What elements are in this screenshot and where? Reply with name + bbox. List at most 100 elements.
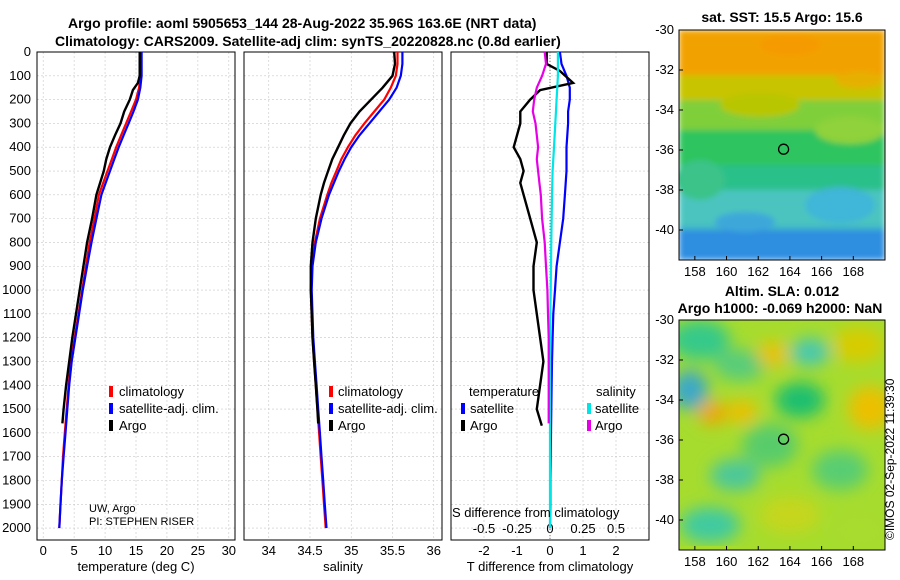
pressure-tick-label: 900	[9, 258, 31, 273]
pressure-tick-label: 1200	[2, 330, 31, 345]
svg-text:Argo: Argo	[595, 418, 622, 433]
temperature-satellite-adj-line	[58, 52, 143, 529]
map-lat-tick-label: -36	[655, 142, 674, 157]
map-lat-tick-label: -38	[655, 182, 674, 197]
svg-text:Argo: Argo	[338, 418, 365, 433]
map-lat-tick-label: -40	[655, 222, 674, 237]
map-lat-tick-label: -38	[655, 472, 674, 487]
pressure-tick-label: 1500	[2, 401, 31, 416]
diff-t-tick-label: 2	[612, 543, 619, 558]
svg-text:Argo: Argo	[470, 418, 497, 433]
map-lat-tick-label: -30	[655, 22, 674, 37]
salinity-legend: climatology satellite-adj. clim. Argo	[329, 384, 438, 433]
svg-text:climatology: climatology	[338, 384, 404, 399]
map-lat-tick-label: -34	[655, 392, 674, 407]
svg-text:satellite: satellite	[470, 401, 514, 416]
title-line-2: Climatology: CARS2009. Satellite-adj cli…	[55, 33, 561, 49]
salinity-tick-label: 35.5	[380, 543, 405, 558]
map-lat-tick-label: -36	[655, 432, 674, 447]
sla-map: Altim. SLA: 0.012 Argo h1000: -0.069 h20…	[655, 283, 886, 569]
pressure-tick-label: 1700	[2, 449, 31, 464]
pressure-tick-label: 1800	[2, 472, 31, 487]
temperature-tick-label: 10	[98, 543, 112, 558]
diff-s-argo-line	[531, 51, 550, 424]
map-lon-tick-label: 160	[716, 554, 738, 569]
map-lat-tick-label: -30	[655, 312, 674, 327]
salinity-tick-label: 34.5	[297, 543, 322, 558]
salinity-tick-label: 34	[262, 543, 276, 558]
imos-timestamp: ©IMOS 02-Sep-2022 11:39:30	[883, 378, 897, 540]
svg-text:satellite-adj. clim.: satellite-adj. clim.	[119, 401, 219, 416]
svg-text:temperature: temperature	[469, 384, 539, 399]
pressure-tick-label: 100	[9, 68, 31, 83]
pressure-tick-label: 600	[9, 187, 31, 202]
svg-text:Argo: Argo	[119, 418, 146, 433]
diff-t-tick-label: -1	[511, 543, 523, 558]
temperature-tick-label: 0	[40, 543, 47, 558]
sla-profile-marker	[777, 433, 790, 445]
map-lon-tick-label: 162	[747, 554, 769, 569]
pi-note-1: UW, Argo	[89, 503, 135, 515]
map-lon-tick-label: 166	[811, 554, 833, 569]
temperature-tick-label: 20	[160, 543, 174, 558]
pressure-tick-label: 500	[9, 163, 31, 178]
diff-s-tick-label: 0.25	[570, 521, 595, 536]
temperature-argo-line	[61, 52, 141, 424]
temperature-tick-label: 25	[191, 543, 205, 558]
salinity-tick-label: 36	[427, 543, 441, 558]
svg-text:satellite-adj. clim.: satellite-adj. clim.	[338, 401, 438, 416]
map-lon-tick-label: 158	[684, 554, 706, 569]
svg-text:salinity: salinity	[596, 384, 636, 399]
diff-legend-temperature: temperature satellite Argo	[461, 384, 539, 433]
sst-map-title: sat. SST: 15.5 Argo: 15.6	[701, 9, 863, 25]
pressure-tick-label: 1300	[2, 353, 31, 368]
difference-panel: -2 -1 0 1 2 -0.5 -0.25 0 0.25 0.5 temperature sat…	[450, 51, 650, 574]
pressure-tick-label: 1600	[2, 425, 31, 440]
pressure-tick-label: 1100	[3, 306, 31, 321]
map-lon-tick-label: 164	[779, 264, 801, 279]
salinity-xlabel: salinity	[323, 559, 363, 574]
diff-s-tick-label: -0.25	[502, 521, 532, 536]
pressure-tick-label: 1400	[2, 377, 31, 392]
diff-s-satellite-line	[548, 52, 560, 529]
pi-note-2: PI: STEPHEN RISER	[89, 516, 194, 528]
salinity-panel: 34 34.5 35 35.5 36 climatology satellite-adj…	[243, 51, 443, 574]
diff-t-tick-label: -2	[478, 543, 490, 558]
sst-profile-marker	[777, 143, 790, 155]
map-lat-tick-label: -32	[655, 62, 674, 77]
temperature-xlabel: temperature (deg C)	[77, 559, 194, 574]
sla-map-subtitle: Argo h1000: -0.069 h2000: NaN	[678, 300, 883, 316]
diff-t-tick-label: 0	[546, 543, 553, 558]
pressure-tick-label: 1900	[2, 496, 31, 511]
pressure-tick-label: 800	[9, 234, 31, 249]
salinity-argo-line	[309, 51, 397, 424]
map-lon-tick-label: 162	[747, 264, 769, 279]
diff-legend-salinity: salinity satellite Argo	[587, 384, 639, 433]
salinity-satellite-adj-line	[310, 52, 404, 529]
temperature-tick-label: 30	[222, 543, 236, 558]
map-lon-tick-label: 168	[842, 554, 864, 569]
diff-t-tick-label: 1	[579, 543, 586, 558]
pressure-tick-label: 2000	[2, 520, 31, 535]
map-lon-tick-label: 164	[779, 554, 801, 569]
pressure-tick-label: 400	[9, 139, 31, 154]
pressure-tick-label: 0	[24, 44, 31, 59]
map-lon-tick-label: 158	[684, 264, 706, 279]
diff-s-tick-label: 0.5	[607, 521, 625, 536]
diff-xlabel-temperature: T difference from climatology	[467, 559, 634, 574]
svg-text:climatology: climatology	[119, 384, 185, 399]
diff-s-tick-label: 0	[546, 521, 553, 536]
map-lat-tick-label: -32	[655, 352, 674, 367]
sla-map-title: Altim. SLA: 0.012	[725, 283, 840, 299]
map-lon-tick-label: 168	[842, 264, 864, 279]
title-line-1: Argo profile: aoml 5905653_144 28-Aug-20…	[68, 15, 536, 31]
diff-t-argo-line	[512, 52, 576, 427]
temperature-tick-label: 15	[129, 543, 143, 558]
pressure-tick-label: 300	[9, 115, 31, 130]
diff-s-tick-label: -0.5	[473, 521, 495, 536]
temperature-legend: climatology satellite-adj. clim. Argo	[109, 384, 219, 433]
map-lat-tick-label: -34	[655, 102, 674, 117]
pressure-tick-label: 200	[9, 92, 31, 107]
diff-xlabel-salinity: S difference from climatology	[452, 505, 620, 520]
